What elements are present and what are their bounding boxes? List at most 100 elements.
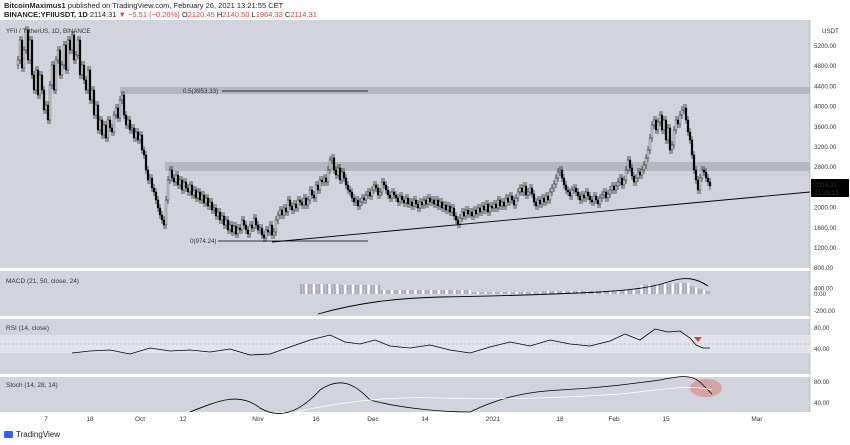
candle-up — [380, 181, 384, 193]
support-trendline[interactable] — [271, 191, 811, 243]
candle-down — [52, 64, 56, 91]
price-axis-bg[interactable] — [810, 20, 850, 412]
fib-label-low: 0(974.24) — [190, 238, 217, 245]
candle-down — [176, 174, 180, 186]
macd-bar — [450, 290, 453, 294]
candle-up — [528, 187, 532, 193]
candle-up — [258, 227, 262, 231]
candle-up — [278, 209, 282, 216]
macd-bar — [456, 290, 458, 294]
candle-down — [502, 201, 506, 207]
candle-up — [616, 181, 620, 187]
candle-down — [664, 119, 668, 141]
candle-up — [66, 39, 70, 71]
candle-down — [100, 119, 104, 136]
candle-down — [132, 127, 136, 139]
candle-down — [604, 191, 608, 199]
macd-bar — [612, 291, 614, 294]
candle-up — [130, 127, 134, 131]
candle-up — [232, 225, 236, 233]
candle-down — [58, 49, 62, 76]
candle-up — [460, 211, 464, 219]
candle-up — [488, 205, 492, 213]
macd-bar — [643, 284, 646, 294]
macd-bar — [614, 291, 617, 294]
candle-up — [340, 171, 344, 181]
main-pane-bg[interactable] — [0, 20, 810, 268]
macd-bar — [487, 292, 490, 294]
stoch-pane-bg[interactable] — [0, 377, 810, 412]
published-text: published on TradingView.com, February 2… — [67, 1, 284, 10]
candle-down — [214, 207, 218, 217]
candle-up — [674, 119, 678, 131]
candle-down — [190, 184, 194, 196]
candle-up — [504, 197, 508, 207]
candle-up — [318, 179, 322, 191]
candle-down — [406, 197, 410, 205]
candle-up — [540, 197, 544, 205]
candle-down — [512, 199, 516, 206]
candle-up — [522, 185, 526, 193]
candle-up — [614, 185, 618, 191]
macd-bar — [648, 284, 651, 294]
candle-down — [36, 69, 40, 96]
macd-bar — [463, 290, 466, 294]
time-axis-label: Mar — [751, 416, 763, 423]
rsi-line — [71, 328, 710, 356]
candle-down — [362, 197, 366, 201]
candle-down — [150, 177, 154, 189]
chart-canvas[interactable]: YFII / TetherUS, 1D, BINANCE 0.5(3953.33… — [0, 20, 850, 425]
candle-down — [704, 171, 708, 179]
time-axis-label: 18 — [556, 416, 564, 423]
candle-down — [46, 104, 50, 121]
candle-down — [338, 167, 342, 181]
candle-down — [226, 219, 230, 231]
macd-bar — [635, 290, 638, 294]
price-axis-label: 800.00 — [814, 265, 833, 272]
candle-up — [336, 167, 340, 176]
macd-bar — [328, 284, 331, 294]
author-name[interactable]: BitcoinMaximus1 — [4, 1, 66, 10]
candle-down — [222, 215, 226, 226]
tradingview-logo[interactable]: TradingView — [4, 430, 60, 439]
candle-down — [432, 199, 436, 205]
candle-down — [26, 29, 30, 61]
macd-bar — [578, 291, 581, 294]
macd-bar — [367, 285, 370, 294]
candle-up — [476, 207, 480, 215]
candle-down — [688, 131, 692, 141]
time-axis[interactable]: 7 18 Oct 12 Nov 16 Dec 14 2021 18 Feb 15 Mar — [44, 416, 763, 423]
last-price-tag: 2114.31 — [815, 182, 837, 189]
candle-up — [370, 189, 374, 197]
candle-down — [96, 104, 100, 131]
macd-label: MACD (21, 50, close, 24) — [6, 278, 79, 285]
candle-down — [356, 199, 360, 207]
candle-down — [394, 194, 398, 199]
candle-up — [398, 195, 402, 203]
candle-down — [568, 191, 572, 197]
candle-down — [350, 191, 354, 199]
macd-bar — [518, 292, 521, 294]
candle-up — [404, 197, 408, 204]
candle-up — [450, 207, 454, 213]
macd-bar — [508, 292, 510, 294]
ohlc-low: 1964.33 — [255, 10, 283, 19]
macd-bar — [690, 286, 692, 294]
price-axis-label: 4400.00 — [814, 83, 837, 90]
candle-up — [652, 119, 656, 126]
candle-down — [532, 193, 536, 203]
macd-bar — [419, 290, 422, 294]
candle-down — [312, 194, 316, 199]
candle-down — [352, 197, 356, 203]
time-axis-label: 15 — [662, 416, 670, 423]
macd-bar — [375, 285, 378, 294]
candle-up — [358, 201, 362, 207]
macd-bar — [695, 287, 698, 294]
candle-up — [236, 227, 240, 235]
candle-up — [496, 199, 500, 209]
macd-bar — [380, 290, 383, 294]
candle-down — [136, 131, 140, 141]
candle-up — [518, 187, 522, 193]
candle-down — [690, 139, 694, 156]
candle-down — [420, 201, 424, 206]
